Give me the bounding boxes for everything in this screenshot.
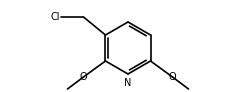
Text: O: O (168, 72, 176, 82)
Text: O: O (79, 72, 87, 82)
Text: Cl: Cl (51, 12, 60, 22)
Text: N: N (124, 78, 131, 88)
